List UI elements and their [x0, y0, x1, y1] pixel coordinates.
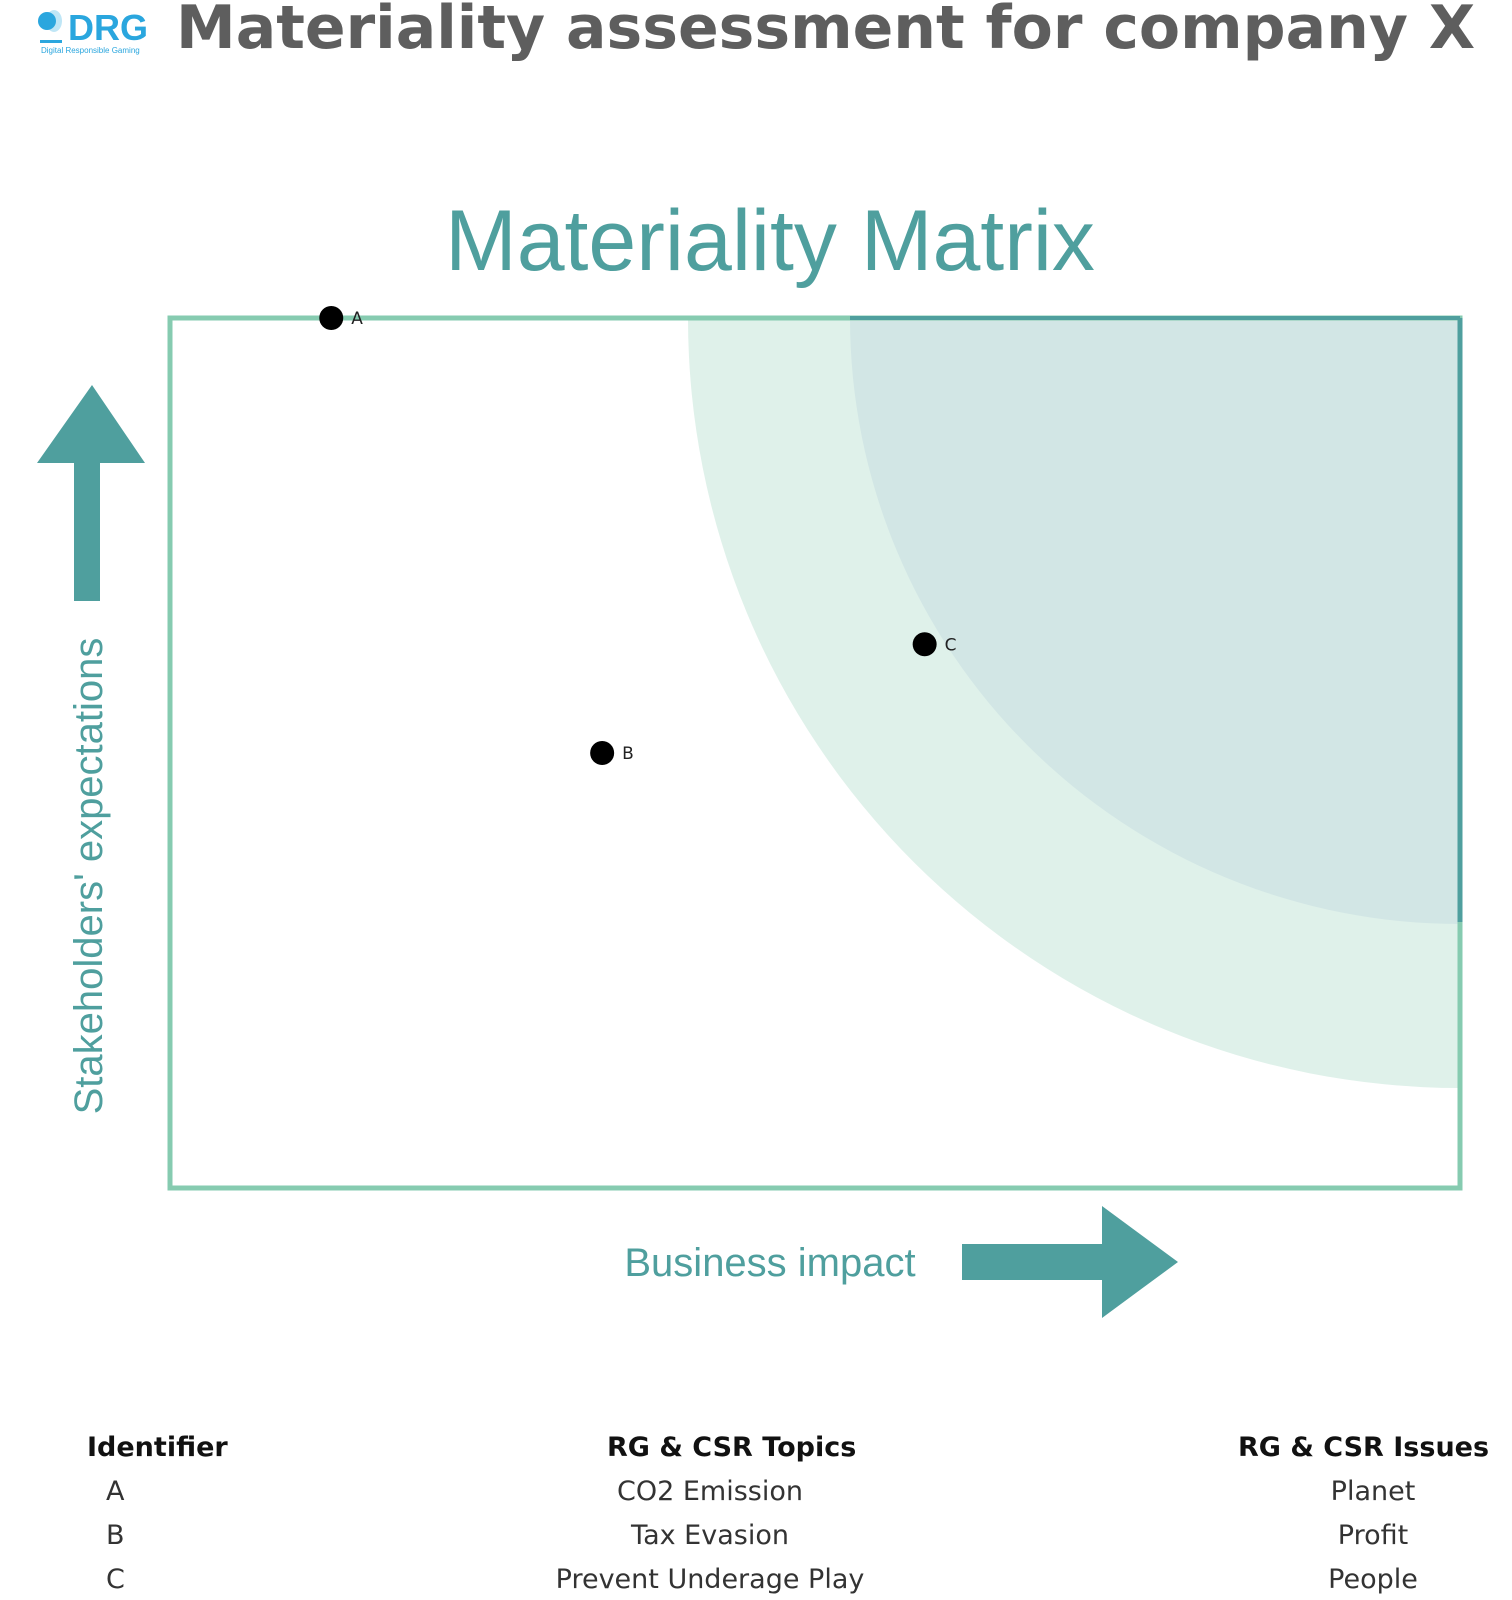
header-issues: RG & CSR Issues — [1238, 1432, 1490, 1463]
row-c-issue: People — [1328, 1564, 1418, 1595]
row-a-identifier: A — [106, 1476, 125, 1507]
data-point-label-a: A — [351, 309, 363, 329]
row-b-issue: Profit — [1337, 1520, 1409, 1551]
chart-title: Materiality Matrix — [445, 193, 1095, 289]
row-a-topic: CO2 Emission — [617, 1476, 803, 1507]
data-points: A B C — [319, 306, 957, 765]
data-point-b — [590, 741, 615, 765]
zone-group — [688, 318, 1460, 1088]
y-axis-label: Stakeholders' expectations — [67, 638, 111, 1115]
data-point-c — [912, 632, 937, 657]
logo-tagline: Digital Responsible Gaming — [41, 46, 140, 55]
data-point-a — [319, 306, 344, 330]
header-topics: RG & CSR Topics — [607, 1432, 857, 1463]
logo-text: DRG — [68, 7, 148, 48]
x-axis-label: Business impact — [624, 1241, 915, 1285]
header-identifier: Identifier — [87, 1432, 228, 1463]
row-b-identifier: B — [106, 1520, 125, 1551]
row-a-issue: Planet — [1330, 1476, 1416, 1507]
materiality-matrix-chart: Materiality Matrix Stakeholders' expecta… — [37, 193, 1463, 1318]
y-axis-arrow-icon — [37, 385, 145, 601]
row-c-topic: Prevent Underage Play — [555, 1564, 865, 1595]
row-c-identifier: C — [106, 1564, 125, 1595]
data-point-label-b: B — [622, 744, 634, 764]
x-axis-arrow-icon — [962, 1206, 1178, 1318]
logo-mark-bar — [40, 40, 62, 43]
page-title: Materiality assessment for company X — [176, 0, 1476, 63]
row-b-topic: Tax Evasion — [631, 1520, 789, 1551]
inner-materiality-zone — [850, 318, 1460, 924]
data-point-label-c: C — [945, 635, 957, 655]
logo-mark-dot — [38, 12, 56, 30]
drg-logo: DRG Digital Responsible Gaming — [36, 6, 156, 56]
